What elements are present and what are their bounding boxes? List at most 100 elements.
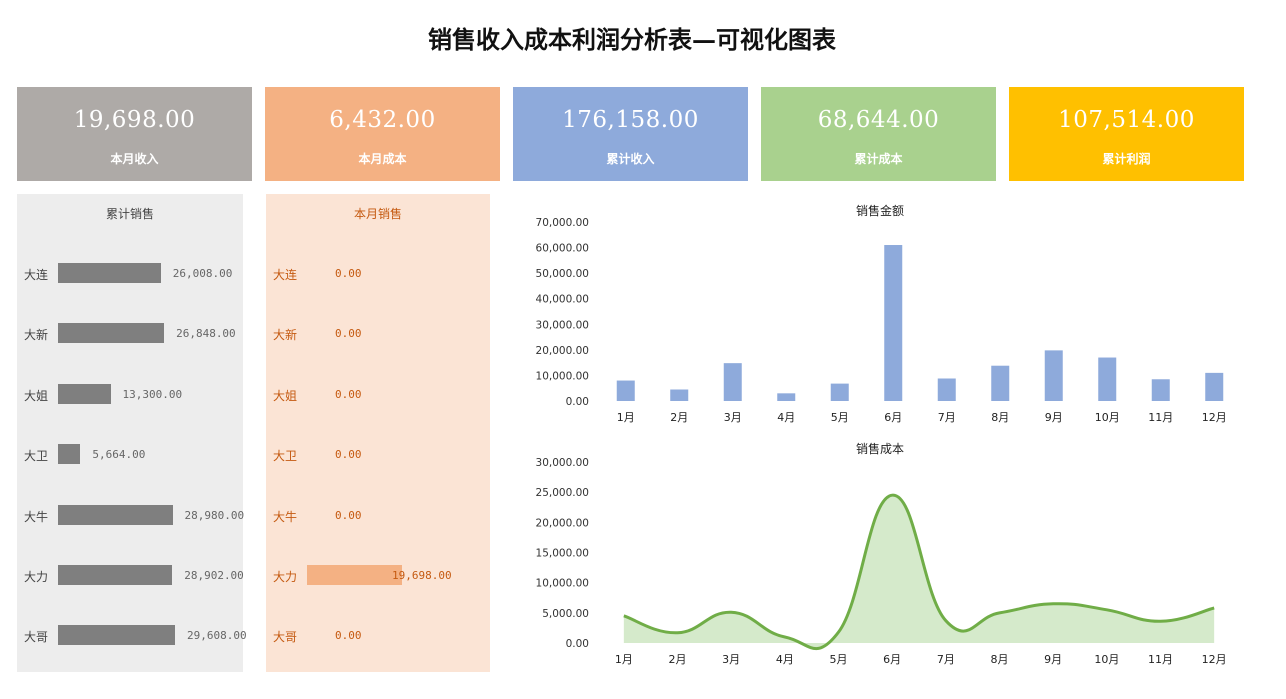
sales-amount-bar	[1044, 350, 1063, 401]
sales-amount-bar	[830, 383, 849, 401]
y-tick-label: 10,000.00	[536, 578, 589, 590]
x-tick-label: 7月	[938, 411, 956, 424]
y-tick-label: 10,000.00	[536, 370, 589, 382]
sales-row-name: 大新	[273, 328, 298, 343]
sales-cost-area	[623, 495, 1215, 649]
x-tick-label: 1月	[617, 411, 635, 424]
sales-row-name: 大哥	[24, 630, 49, 645]
x-tick-label: 10月	[1094, 653, 1119, 666]
x-tick-label: 11月	[1148, 411, 1173, 424]
kpi-card: 19,698.00 本月收入	[17, 87, 252, 181]
x-tick-label: 3月	[722, 653, 740, 666]
kpi-card: 6,432.00 本月成本	[265, 87, 500, 181]
sales-row: 大力 28,902.00	[17, 565, 244, 587]
sales-row-name: 大卫	[273, 449, 298, 464]
x-tick-label: 2月	[670, 411, 688, 424]
monthly-sales-title: 本月销售	[353, 207, 402, 221]
kpi-value: 68,644.00	[817, 107, 940, 133]
y-tick-label: 20,000.00	[536, 345, 589, 357]
sales-row-name: 大力	[273, 570, 298, 584]
x-tick-label: 12月	[1202, 411, 1227, 424]
sales-row-name: 大姐	[24, 388, 49, 403]
y-tick-label: 15,000.00	[536, 548, 589, 560]
chart-title: 销售成本	[856, 441, 904, 456]
sales-bar	[58, 263, 161, 283]
sales-amount-bar	[777, 393, 796, 401]
x-tick-label: 6月	[883, 653, 901, 666]
y-tick-label: 60,000.00	[536, 243, 589, 255]
y-tick-label: 30,000.00	[536, 457, 589, 469]
sales-row-name: 大连	[273, 268, 298, 282]
sales-bar	[58, 565, 173, 585]
x-tick-label: 5月	[831, 411, 849, 424]
x-tick-label: 8月	[991, 653, 1009, 666]
y-tick-label: 5,000.00	[542, 608, 589, 620]
x-tick-label: 3月	[724, 411, 742, 424]
sales-row-name: 大新	[24, 328, 49, 343]
sales-amount-bar	[723, 363, 742, 401]
x-tick-label: 9月	[1045, 411, 1063, 424]
x-tick-label: 9月	[1044, 653, 1062, 666]
sales-row: 大牛 28,980.00	[17, 504, 244, 527]
y-tick-label: 30,000.00	[536, 319, 589, 331]
sales-amount-chart-svg: 销售金额 0.00 10,000.00 20,000.00 30,000.00 40,00…	[536, 203, 1227, 424]
y-tick-label: 0.00	[566, 396, 589, 408]
x-tick-label: 8月	[991, 411, 1009, 424]
sales-value-label: 0.00	[335, 327, 362, 341]
cumulative-sales-title: 累计销售	[105, 207, 154, 221]
y-tick-label: 70,000.00	[536, 217, 589, 229]
x-tick-label: 11月	[1148, 653, 1173, 666]
sales-row: 大连 26,008.00	[17, 263, 243, 285]
x-tick-label: 12月	[1202, 653, 1227, 666]
sales-bar	[58, 444, 81, 465]
kpi-value: 19,698.00	[73, 107, 196, 133]
sales-row: 大力 19,698.00	[266, 565, 490, 587]
sales-row: 大牛 0.00	[266, 505, 490, 527]
kpi-label: 本月收入	[110, 152, 159, 166]
sales-value-label: 26,008.00	[172, 267, 233, 280]
sales-bar	[58, 504, 173, 525]
sales-cost-chart: 销售成本 0.00 5,000.00 10,000.00 15,000.00 20,000…	[515, 438, 1250, 672]
y-tick-label: 25,000.00	[536, 487, 589, 499]
sales-amount-bar	[1151, 379, 1170, 401]
kpi-value: 107,514.00	[1058, 107, 1195, 133]
sales-value-label: 13,300.00	[122, 387, 183, 401]
x-tick-label: 10月	[1095, 411, 1120, 424]
sales-row: 大新 0.00	[266, 323, 490, 345]
kpi-label: 累计利润	[1102, 152, 1151, 166]
y-tick-label: 50,000.00	[536, 268, 589, 280]
sales-value-label: 0.00	[335, 267, 362, 280]
sales-row: 大新 26,848.00	[17, 323, 243, 345]
sales-value-label: 0.00	[335, 629, 362, 643]
x-tick-label: 6月	[884, 411, 902, 424]
sales-amount-bar	[991, 365, 1010, 401]
sales-value-label: 26,848.00	[176, 327, 236, 341]
sales-value-label: 0.00	[335, 508, 362, 522]
sales-row: 大姐 13,300.00	[17, 383, 243, 406]
sales-cost-chart-svg: 销售成本 0.00 5,000.00 10,000.00 15,000.00 20,000…	[536, 441, 1227, 666]
sales-amount-bar	[1098, 357, 1117, 401]
sales-amount-bar	[884, 245, 903, 401]
x-tick-label: 5月	[830, 653, 848, 666]
sales-value-label: 29,608.00	[187, 629, 247, 643]
sales-row-name: 大连	[24, 268, 49, 282]
sales-bar	[58, 323, 165, 344]
sales-row: 大卫 5,664.00	[17, 444, 243, 466]
sales-row-name: 大牛	[273, 509, 298, 524]
x-tick-label: 2月	[669, 653, 687, 666]
sales-row-name: 大卫	[24, 449, 49, 464]
y-tick-label: 40,000.00	[536, 294, 589, 306]
sales-row: 大卫 0.00	[266, 444, 490, 466]
sales-bar	[307, 565, 402, 585]
kpi-label: 累计收入	[606, 152, 655, 166]
sales-row-name: 大哥	[273, 630, 298, 645]
sales-value-label: 0.00	[335, 448, 362, 462]
sales-row: 大连 0.00	[266, 263, 490, 285]
sales-value-label: 19,698.00	[392, 569, 452, 582]
sales-amount-bar	[616, 380, 635, 401]
sales-bar	[58, 383, 111, 404]
sales-row-name: 大姐	[273, 388, 298, 403]
sales-amount-chart: 销售金额 0.00 10,000.00 20,000.00 30,000.00 40,00…	[515, 198, 1250, 430]
kpi-value: 176,158.00	[562, 107, 699, 133]
sales-bar	[58, 625, 175, 646]
